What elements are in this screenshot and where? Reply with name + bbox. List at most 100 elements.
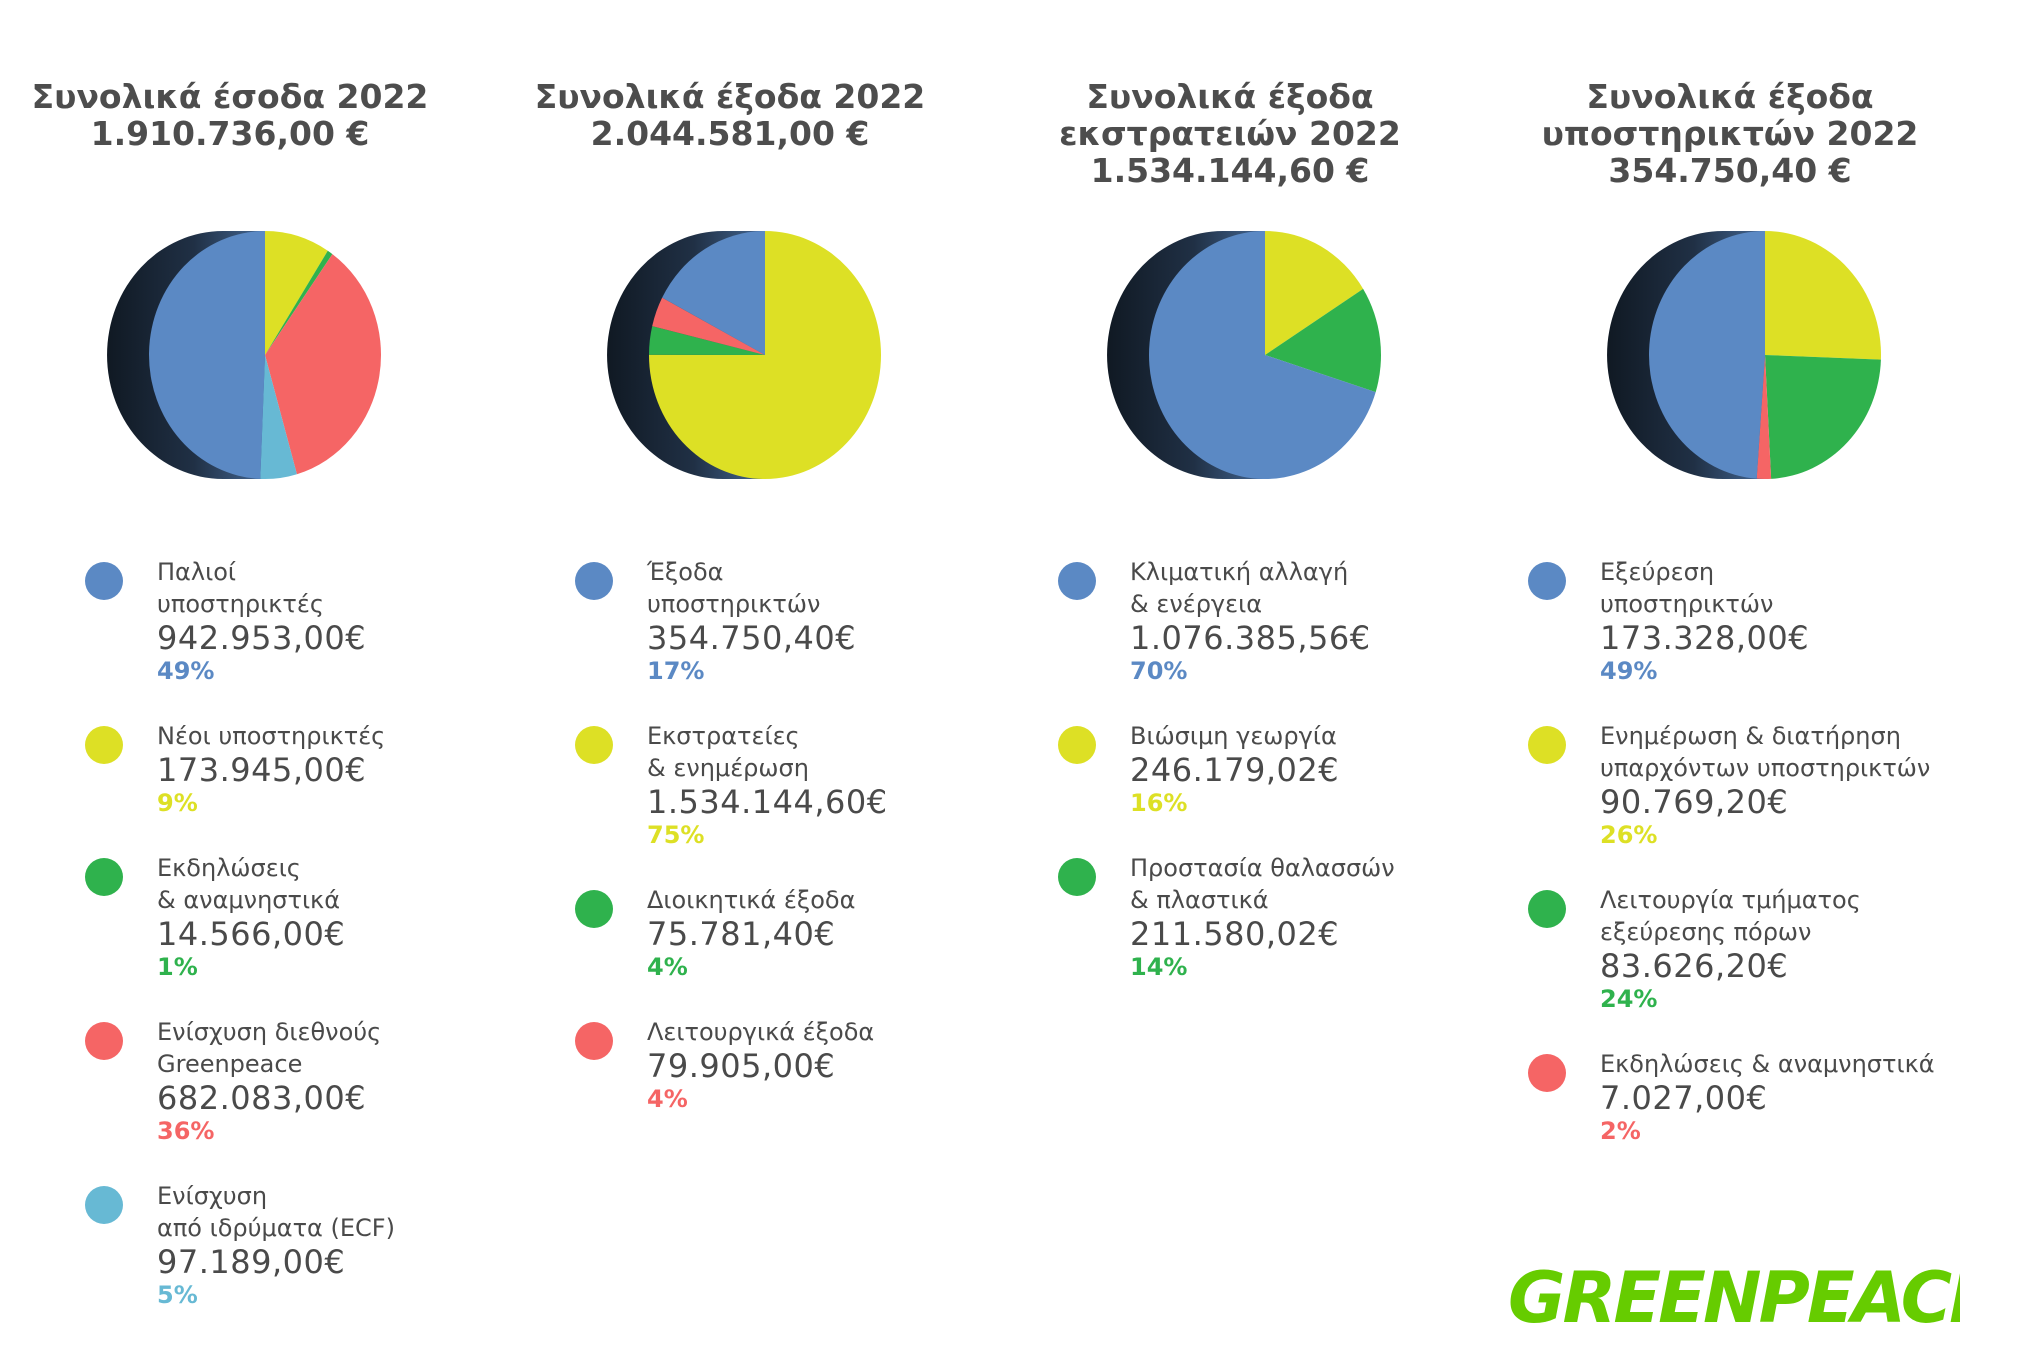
legend-value: 7.027,00€ [1600, 1079, 1768, 1117]
legend-value: 1.076.385,56€ [1130, 619, 1371, 657]
legend-label: Λειτουργικά έξοδα [647, 1018, 875, 1046]
pie-slice [652, 297, 765, 355]
legend-value: 1.534.144,60€ [647, 783, 888, 821]
pie-chart [107, 231, 381, 479]
chart-title-line: Συνολικά έξοδα 2022 [534, 77, 926, 116]
legend-value: 354.750,40€ [647, 619, 857, 657]
chart-title-line: 1.534.144,60 € [1090, 151, 1370, 190]
legend-text: Λειτουργία τμήματος εξεύρεσης πόρων 83.626… [1600, 884, 1940, 1014]
legend-label: Εκδηλώσεις [157, 854, 301, 882]
legend-percent: 17% [647, 657, 705, 685]
legend-text: Προστασία θαλασσών & πλαστικά 211.580,02€ 1… [1130, 852, 1470, 982]
legend-value: 942.953,00€ [157, 619, 367, 657]
chart-title-line: Συνολικά έξοδα [1086, 77, 1374, 116]
legend-color-dot [85, 1022, 123, 1060]
legend-label: Ενίσχυση [157, 1182, 268, 1210]
pie-slice [1265, 231, 1364, 355]
pie-chart [1107, 231, 1381, 479]
pie-slice [265, 254, 381, 475]
legend-value: 211.580,02€ [1130, 915, 1340, 953]
legend-text: Βιώσιμη γεωργία 246.179,02€ 16% [1130, 720, 1470, 818]
chart-title-line: εκστρατειών 2022 [1059, 114, 1401, 153]
pie-slice [149, 231, 265, 479]
chart-title-line: 1.910.736,00 € [90, 114, 370, 153]
pie-slice [662, 231, 765, 355]
legend-percent: 75% [647, 821, 705, 849]
legend-color-dot [1058, 858, 1096, 896]
legend-color-dot [85, 858, 123, 896]
legend-text: Ενίσχυση διεθνούς Greenpeace 682.083,00€ 36… [157, 1016, 497, 1146]
legend-label: Κλιματική αλλαγή [1130, 558, 1349, 586]
legend-label: Εκστρατείες [647, 722, 800, 750]
legend-label: Εξεύρεση [1600, 558, 1715, 586]
legend-text: Εξεύρεση υποστηρικτών 173.328,00€ 49% [1600, 556, 1940, 686]
legend-percent: 49% [157, 657, 215, 685]
legend-text: Κλιματική αλλαγή & ενέργεια 1.076.385,56€ 7… [1130, 556, 1470, 686]
legend-label: υποστηρικτών [1600, 590, 1774, 618]
legend-label: & ενημέρωση [647, 754, 809, 782]
legend-label: υποστηρικτές [157, 590, 324, 618]
legend-label: & αναμνηστικά [157, 886, 341, 914]
chart-title-line: υποστηρικτών 2022 [1541, 114, 1919, 153]
legend-value: 90.769,20€ [1600, 783, 1789, 821]
legend-color-dot [575, 890, 613, 928]
legend-label: Έξοδα [647, 558, 724, 586]
legend-percent: 9% [157, 789, 198, 817]
legend-label: εξεύρεσης πόρων [1600, 918, 1812, 946]
chart-title: Συνολικά έξοδα εκστρατειών 2022 1.534.144,… [980, 78, 1480, 189]
legend-value: 173.328,00€ [1600, 619, 1810, 657]
legend-color-dot [85, 562, 123, 600]
legend-text: Νέοι υποστηρικτές 173.945,00€ 9% [157, 720, 497, 818]
pie-slice [1649, 231, 1765, 479]
chart-title-line: Συνολικά έσοδα 2022 [31, 77, 429, 116]
legend-value: 83.626,20€ [1600, 947, 1789, 985]
legend-value: 14.566,00€ [157, 915, 346, 953]
legend-color-dot [85, 1186, 123, 1224]
legend-label: Εκδηλώσεις & αναμνηστικά [1600, 1050, 1935, 1078]
legend-value: 97.189,00€ [157, 1243, 346, 1281]
legend-label: υποστηρικτών [647, 590, 821, 618]
legend-percent: 26% [1600, 821, 1658, 849]
pie-slice [265, 250, 333, 355]
pie-slice [1265, 288, 1381, 393]
pie-slice [1765, 231, 1881, 360]
legend-label: Παλιοί [157, 558, 236, 586]
legend-color-dot [1058, 726, 1096, 764]
chart-title: Συνολικά έσοδα 2022 1.910.736,00 € [0, 78, 480, 152]
greenpeace-logo: GREENPEACE [1500, 1252, 1999, 1342]
legend-text: Παλιοί υποστηρικτές 942.953,00€ 49% [157, 556, 497, 686]
legend-value: 79.905,00€ [647, 1047, 836, 1085]
greenpeace-logo-graphic: GREENPEACE [1508, 1257, 1999, 1339]
legend-percent: 14% [1130, 953, 1188, 981]
legend-value: 173.945,00€ [157, 751, 367, 789]
legend-label: Διοικητικά έξοδα [647, 886, 856, 914]
legend-color-dot [1528, 890, 1566, 928]
legend-value: 75.781,40€ [647, 915, 836, 953]
chart-title-line: 2.044.581,00 € [590, 114, 870, 153]
legend-color-dot [85, 726, 123, 764]
legend-color-dot [575, 726, 613, 764]
legend-percent: 49% [1600, 657, 1658, 685]
legend-label: & ενέργεια [1130, 590, 1263, 618]
legend-label: Λειτουργία τμήματος [1600, 886, 1861, 914]
legend-color-dot [1058, 562, 1096, 600]
pie-chart [1607, 231, 1881, 479]
pie-slice [1765, 355, 1881, 479]
legend-label: από ιδρύματα (ECF) [157, 1214, 395, 1242]
legend-value: 682.083,00€ [157, 1079, 367, 1117]
legend-color-dot [1528, 1054, 1566, 1092]
legend-label: υπαρχόντων υποστηρικτών [1600, 754, 1931, 782]
chart-title: Συνολικά έξοδα υποστηρικτών 2022 354.750,4… [1480, 78, 1980, 189]
pie-slice [1149, 231, 1376, 479]
legend-percent: 4% [647, 953, 688, 981]
pie-slice [649, 326, 765, 355]
legend-color-dot [575, 562, 613, 600]
chart-title-line: Συνολικά έξοδα [1586, 77, 1874, 116]
legend-percent: 16% [1130, 789, 1188, 817]
pie-chart [607, 231, 881, 479]
legend-label: Βιώσιμη γεωργία [1130, 722, 1337, 750]
legend-percent: 70% [1130, 657, 1188, 685]
legend-label: Greenpeace [157, 1050, 303, 1078]
legend-percent: 5% [157, 1281, 198, 1309]
legend-percent: 24% [1600, 985, 1658, 1013]
